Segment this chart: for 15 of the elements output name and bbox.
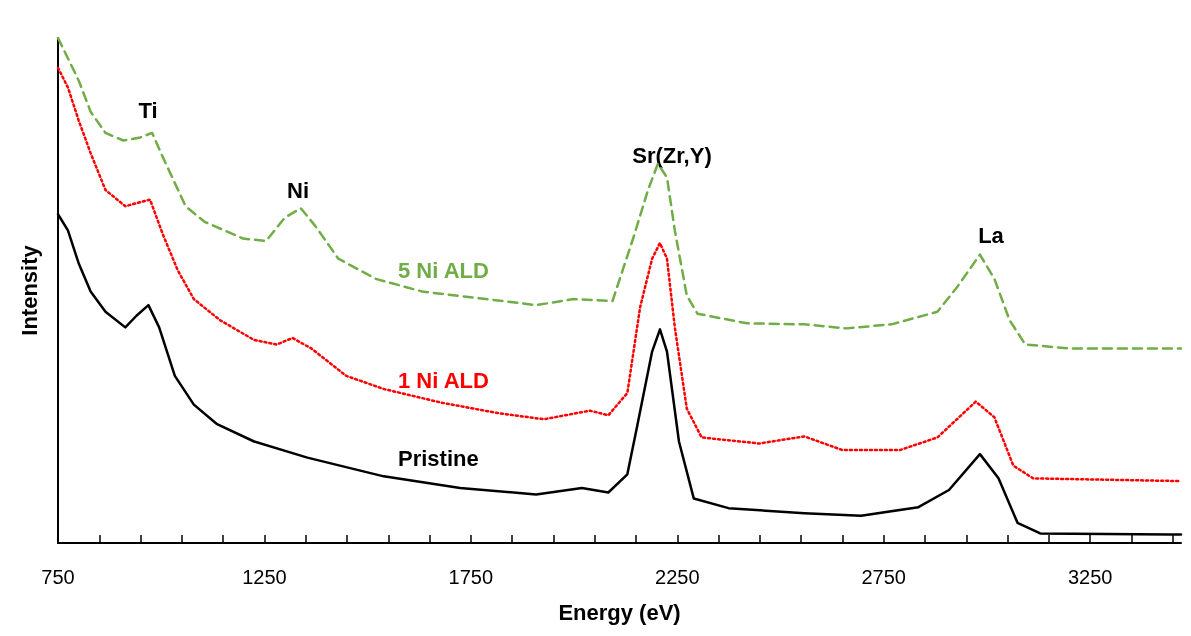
series-label: 5 Ni ALD xyxy=(398,257,489,283)
x-tick-label: 2750 xyxy=(861,566,906,588)
x-axis-title: Energy (eV) xyxy=(558,599,681,625)
annotation: La xyxy=(978,222,1005,248)
x-tick-label: 1250 xyxy=(242,566,287,588)
annotation: Ti xyxy=(138,97,158,123)
x-tick-label: 2250 xyxy=(655,566,700,588)
series-label: Pristine xyxy=(398,445,479,471)
series-label: 1 Ni ALD xyxy=(398,367,489,393)
annotation: Sr(Zr,Y) xyxy=(632,142,712,168)
x-tick-label: 750 xyxy=(41,566,75,588)
y-axis-title: Intensity xyxy=(16,244,42,336)
x-tick-label: 3250 xyxy=(1067,566,1113,588)
x-tick-label: 1750 xyxy=(448,566,494,588)
annotation: Ni xyxy=(287,177,309,203)
